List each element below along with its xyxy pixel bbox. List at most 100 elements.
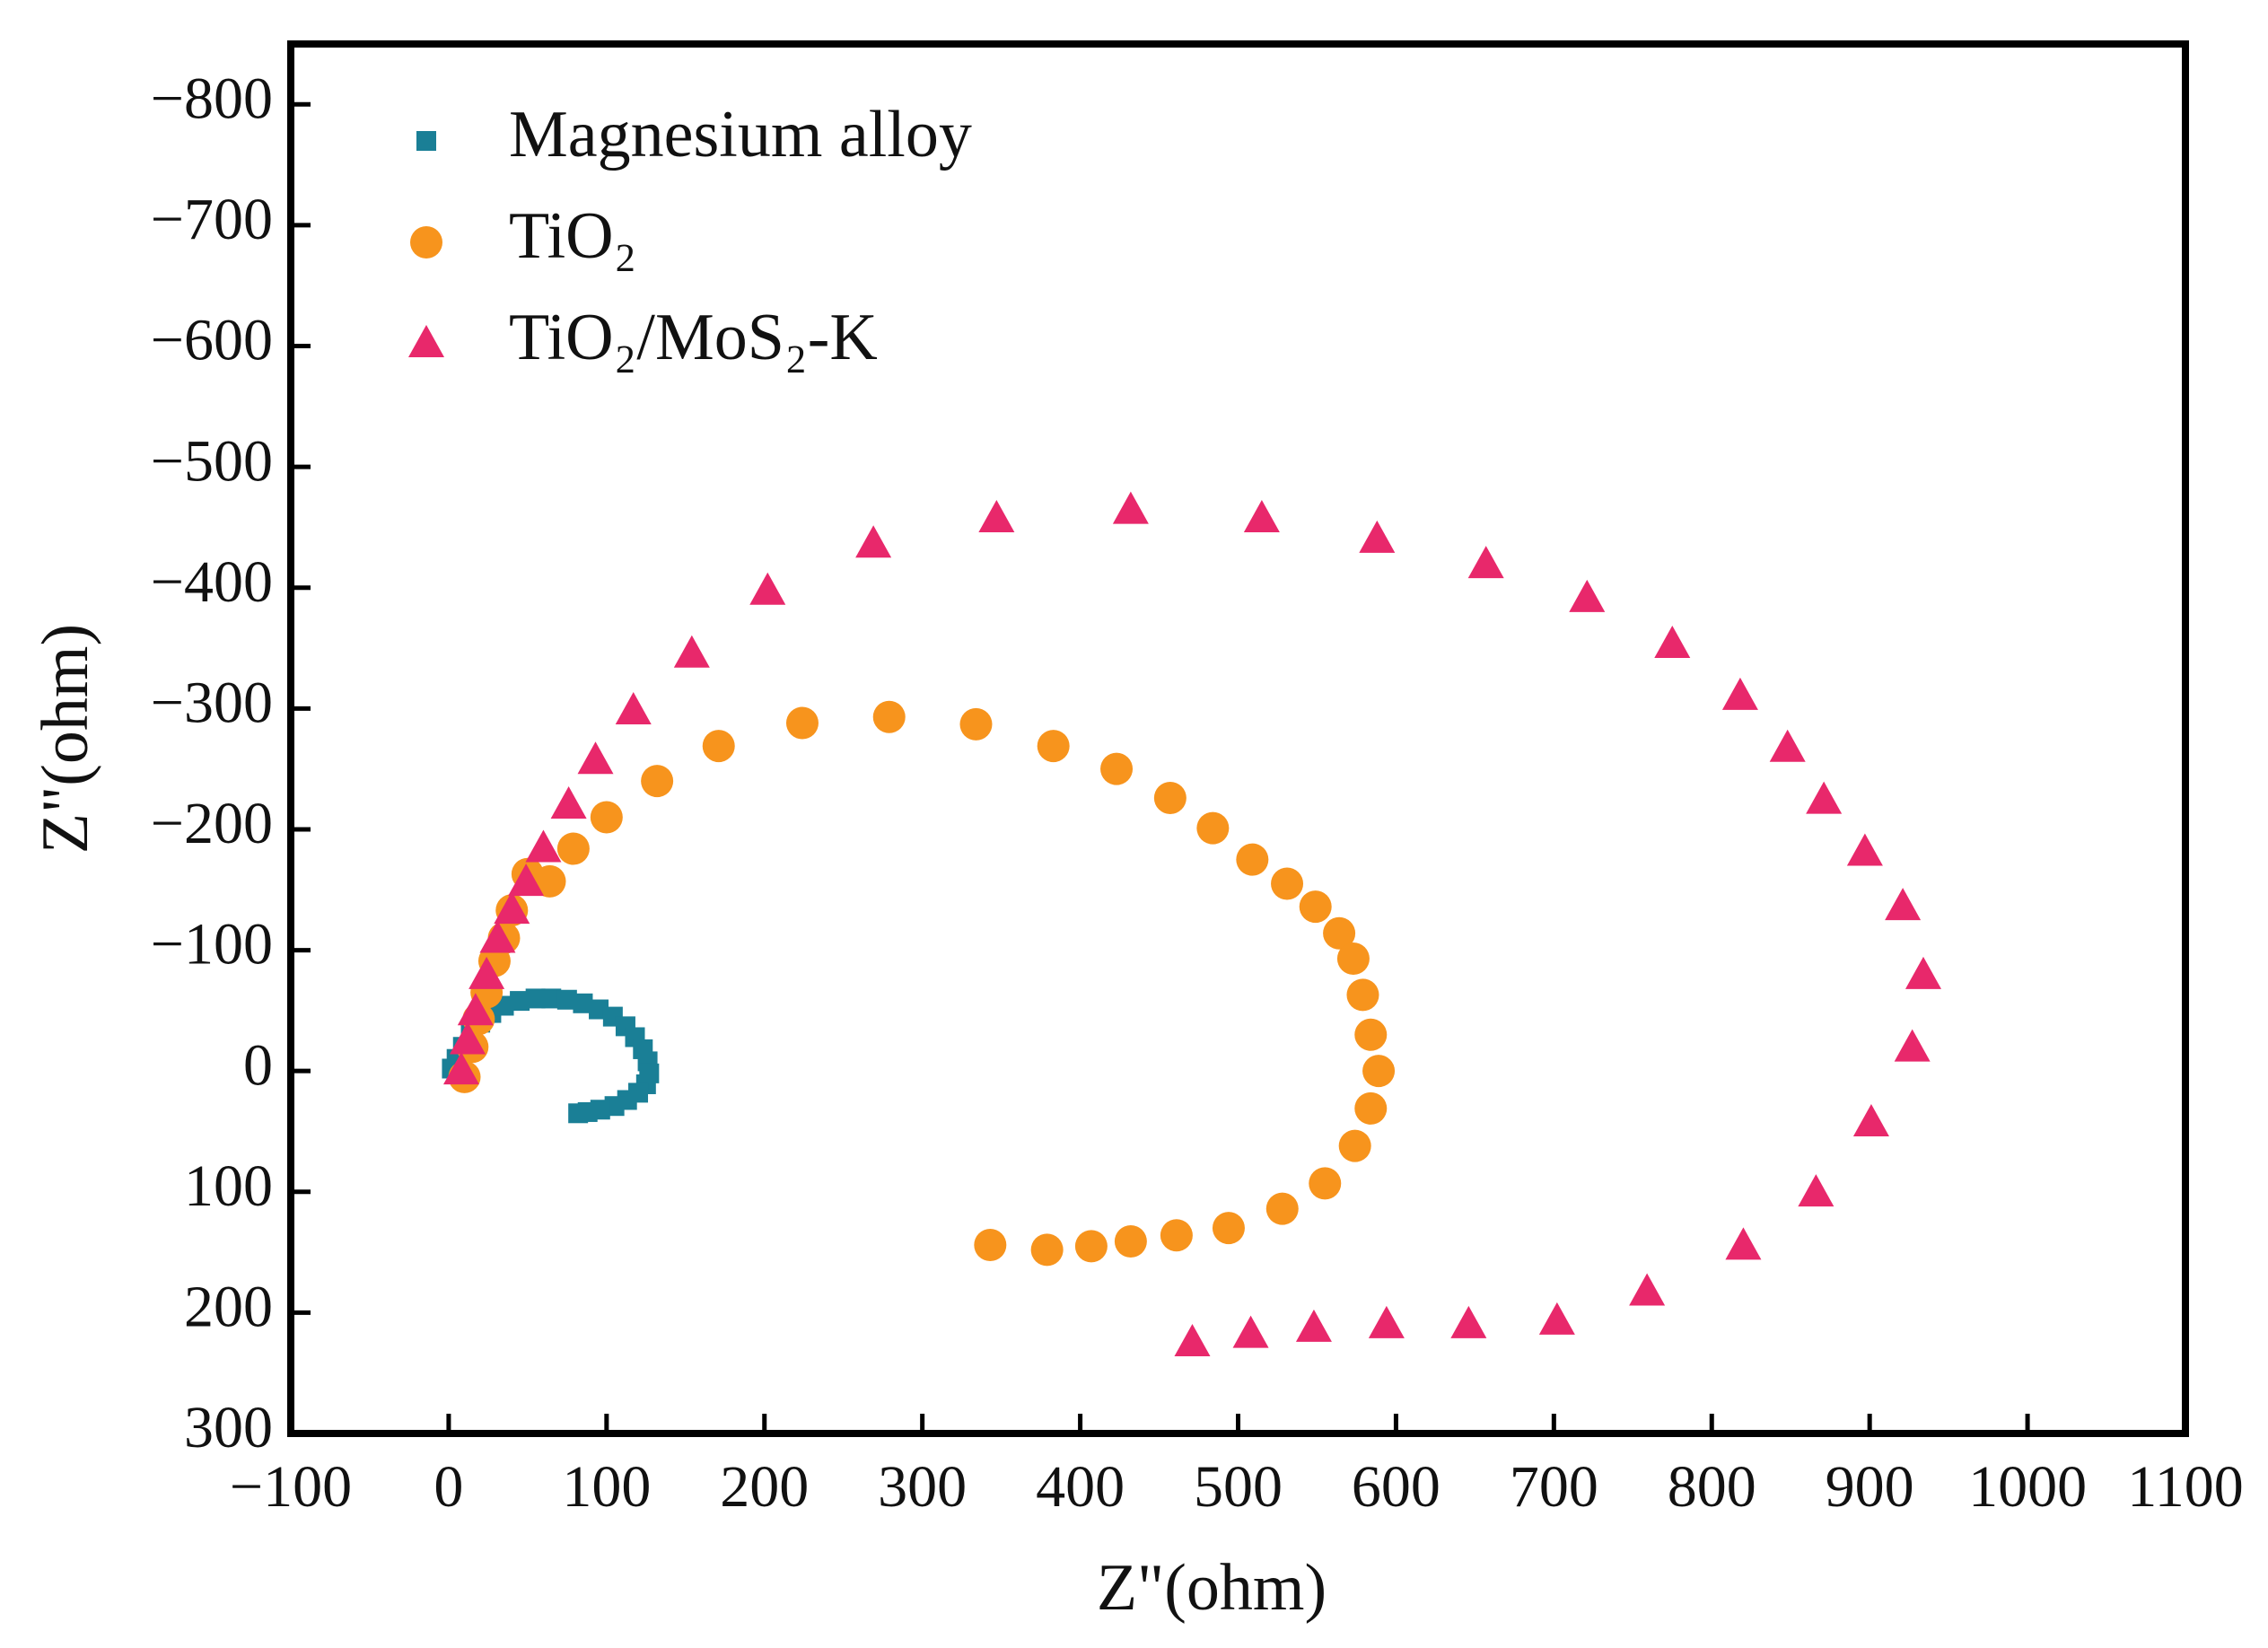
y-tick-label: −500 [151,428,273,494]
data-point [1196,811,1230,845]
data-point [1346,978,1379,1012]
data-point [556,832,590,865]
data-point [1852,1104,1889,1137]
data-point [1725,1227,1762,1260]
data-point [1629,1273,1666,1306]
data-point [1721,677,1758,710]
data-point [494,891,530,925]
data-point [1265,1192,1299,1225]
data-point [550,786,587,820]
data-point [573,993,593,1013]
data-point [785,706,819,740]
y-tick-label: −100 [151,912,273,977]
y-tick-label: −700 [151,187,273,252]
data-point [1569,579,1606,612]
data-point [1885,888,1922,921]
x-tick-label: 900 [1826,1454,1914,1520]
legend-marker [410,226,442,259]
x-tick-label: 800 [1668,1454,1756,1520]
x-tick-label: 1000 [1968,1454,2087,1520]
data-point [749,572,786,605]
plot-frame [287,40,2189,1437]
data-point [1769,729,1806,762]
data-point [959,707,993,741]
data-point [1309,1167,1342,1200]
y-tick-label: 0 [243,1032,273,1098]
y-tick-label: 100 [184,1153,273,1219]
data-point [1654,626,1691,659]
data-point [978,500,1015,533]
data-point [1100,752,1134,785]
data-point [1806,781,1843,814]
data-point [1338,1129,1371,1162]
data-point [1359,520,1396,553]
data-point [1323,916,1356,950]
legend-marker [408,325,444,357]
data-point [1232,1315,1269,1348]
y-axis-label: Z"(ohm) [29,624,102,854]
data-point [1450,1305,1487,1338]
x-tick-label: 600 [1352,1454,1440,1520]
data-point [855,525,892,558]
data-point [1114,1224,1147,1258]
data-point [615,692,652,725]
x-tick-label: 200 [720,1454,809,1520]
data-point [1037,730,1070,763]
data-point [468,956,505,989]
data-point [1212,1212,1245,1245]
legend-label: TiO₂/MoS₂-K [509,301,878,374]
data-point [673,635,710,668]
data-point [1271,867,1304,900]
data-point [1354,1091,1388,1125]
data-point [1894,1029,1931,1062]
data-point [1354,1018,1388,1051]
y-tick-label: −200 [151,791,273,856]
data-point [1362,1055,1396,1088]
y-tick-label: −800 [151,66,273,131]
data-point [641,765,674,798]
data-point [479,920,516,953]
data-point [872,700,906,733]
x-tick-label: 500 [1194,1454,1283,1520]
data-point [1905,956,1941,989]
data-point [1538,1302,1575,1335]
data-point [1030,1233,1064,1267]
data-point [1174,1324,1211,1357]
data-point [568,1103,589,1124]
data-point [1074,1230,1108,1263]
x-tick-label: 1100 [2127,1454,2244,1520]
legend-label: Magnesium alloy [509,98,972,171]
x-tick-label: 400 [1036,1454,1125,1520]
legend-label: TiO₂ [509,199,636,273]
data-point [577,741,614,775]
x-axis-label: Z"(ohm) [1097,1551,1327,1625]
x-tick-label: −100 [230,1454,352,1520]
y-tick-label: −400 [151,549,273,615]
y-tick-label: −600 [151,308,273,373]
data-point [1846,833,1883,866]
data-point [508,863,545,897]
data-point [1243,500,1280,533]
y-tick-label: 200 [184,1275,273,1340]
y-tick-label: 300 [184,1395,273,1460]
data-point [533,864,566,898]
data-point [1112,491,1149,524]
y-tick-label: −300 [151,670,273,735]
data-point [1153,781,1187,814]
x-tick-label: 0 [433,1454,463,1520]
legend-marker [416,131,436,151]
data-point [457,993,494,1026]
x-tick-label: 700 [1510,1454,1598,1520]
data-point [702,730,735,763]
data-point [1368,1305,1405,1338]
data-point [1295,1309,1332,1342]
data-point [556,989,577,1010]
data-point [590,801,623,834]
data-point [525,988,546,1009]
data-point [1160,1219,1193,1252]
data-point [510,991,530,1012]
data-point [1299,890,1332,924]
x-tick-label: 100 [562,1454,651,1520]
x-tick-label: 300 [878,1454,967,1520]
